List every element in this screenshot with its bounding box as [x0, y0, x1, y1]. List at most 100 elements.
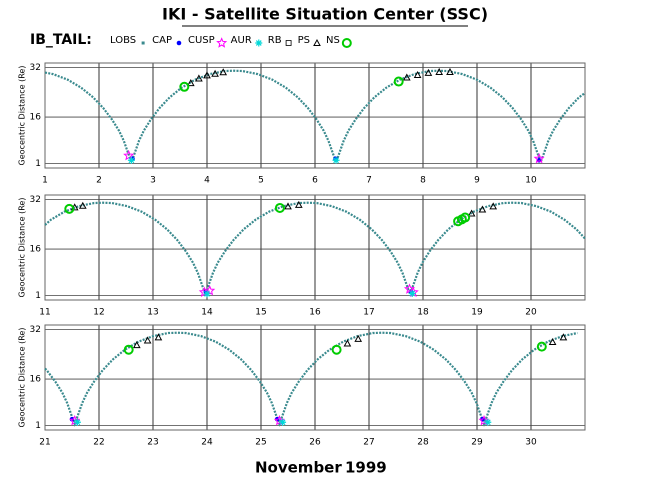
region-marker — [284, 202, 292, 210]
y-tick-label: 16 — [30, 245, 42, 255]
region-marker — [393, 76, 404, 87]
region-marker — [354, 334, 363, 342]
x-tick-label: 16 — [309, 308, 321, 318]
legend-label: PS — [298, 35, 310, 46]
region-marker — [489, 202, 498, 210]
legend-marker — [176, 40, 182, 46]
y-tick-label: 32 — [30, 63, 41, 73]
legend-marker — [255, 39, 263, 47]
x-tick-label: 6 — [312, 176, 318, 186]
region-marker — [195, 74, 203, 82]
region-marker — [402, 73, 411, 81]
region-marker — [413, 70, 422, 79]
x-tick-label: 29 — [471, 438, 483, 448]
x-tick-label: 28 — [417, 438, 429, 448]
y-axis-label: Geocentric Distance (Re) — [18, 198, 27, 298]
region-marker — [203, 71, 211, 79]
region-marker — [446, 67, 454, 75]
region-marker — [294, 200, 303, 208]
x-tick-label: 10 — [525, 176, 537, 186]
legend-marker — [285, 40, 292, 46]
x-tick-label: 25 — [255, 438, 266, 448]
region-marker — [64, 203, 75, 214]
x-tick-label: 8 — [420, 176, 426, 186]
x-tick-label: 21 — [39, 438, 50, 448]
region-marker — [219, 68, 228, 76]
region-marker — [204, 284, 216, 296]
orbit-line — [44, 201, 586, 297]
region-marker — [78, 201, 87, 209]
plot-frame — [44, 62, 586, 169]
legend-marker — [341, 38, 352, 48]
region-marker — [467, 209, 476, 217]
region-marker — [154, 333, 163, 341]
region-marker — [484, 418, 492, 426]
legend-title: IB_TAIL: — [30, 32, 92, 48]
legend-label: CAP — [152, 35, 172, 46]
region-marker — [123, 344, 134, 355]
region-marker — [332, 156, 340, 164]
region-marker — [548, 337, 557, 345]
region-marker — [559, 333, 568, 341]
legend-label: RB — [268, 35, 282, 46]
x-tick-label: 22 — [93, 438, 104, 448]
legend-marker — [141, 41, 145, 45]
region-marker — [533, 152, 545, 164]
x-tick-label: 4 — [204, 176, 210, 186]
y-tick-label: 32 — [30, 195, 41, 205]
region-marker — [186, 79, 195, 87]
region-marker — [143, 336, 152, 344]
region-marker — [274, 202, 285, 213]
x-tick-label: 18 — [417, 308, 429, 318]
x-tick-label: 23 — [147, 438, 158, 448]
region-marker — [460, 212, 471, 223]
region-marker — [424, 68, 433, 76]
legend-marker — [313, 38, 321, 46]
x-tick-label: 11 — [39, 308, 50, 318]
legend-label: AUR — [231, 35, 252, 46]
region-marker — [73, 418, 81, 426]
x-tick-label: 14 — [201, 308, 213, 318]
x-tick-label: 24 — [201, 438, 213, 448]
region-marker — [331, 344, 342, 355]
region-marker — [127, 156, 135, 164]
region-marker — [179, 81, 190, 92]
y-tick-label: 16 — [30, 113, 42, 123]
x-label-month: November — [255, 459, 342, 477]
x-tick-label: 13 — [147, 308, 158, 318]
region-marker — [536, 341, 547, 352]
x-tick-label: 19 — [471, 308, 483, 318]
x-tick-label: 30 — [525, 438, 537, 448]
region-marker — [343, 339, 352, 347]
legend-label: CUSP — [188, 35, 215, 46]
x-tick-label: 15 — [255, 308, 266, 318]
region-marker — [279, 418, 287, 426]
legend-label: NS — [326, 35, 340, 46]
region-marker — [408, 290, 416, 298]
legend-marker — [216, 37, 228, 48]
chart-title: IKI - Satellite Situation Center (SSC) — [162, 5, 488, 24]
x-label-year: 1999 — [345, 459, 387, 477]
orbit-line — [44, 331, 578, 427]
y-tick-label: 32 — [30, 325, 41, 335]
region-marker — [203, 290, 211, 298]
x-tick-label: 20 — [525, 308, 537, 318]
x-tick-label: 1 — [42, 176, 48, 186]
x-tick-label: 3 — [150, 176, 156, 186]
y-tick-label: 16 — [30, 375, 42, 385]
region-marker — [132, 341, 141, 349]
plot-frame — [44, 324, 586, 431]
x-tick-label: 12 — [93, 308, 104, 318]
region-marker — [123, 149, 135, 161]
x-tick-label: 26 — [309, 438, 321, 448]
x-tick-label: 2 — [96, 176, 102, 186]
y-tick-label: 1 — [35, 159, 41, 169]
y-tick-label: 1 — [35, 421, 41, 431]
region-marker — [478, 205, 487, 213]
y-axis-label: Geocentric Distance (Re) — [18, 328, 27, 428]
x-tick-label: 27 — [363, 438, 374, 448]
y-axis-label: Geocentric Distance (Re) — [18, 66, 27, 166]
x-tick-label: 17 — [363, 308, 374, 318]
